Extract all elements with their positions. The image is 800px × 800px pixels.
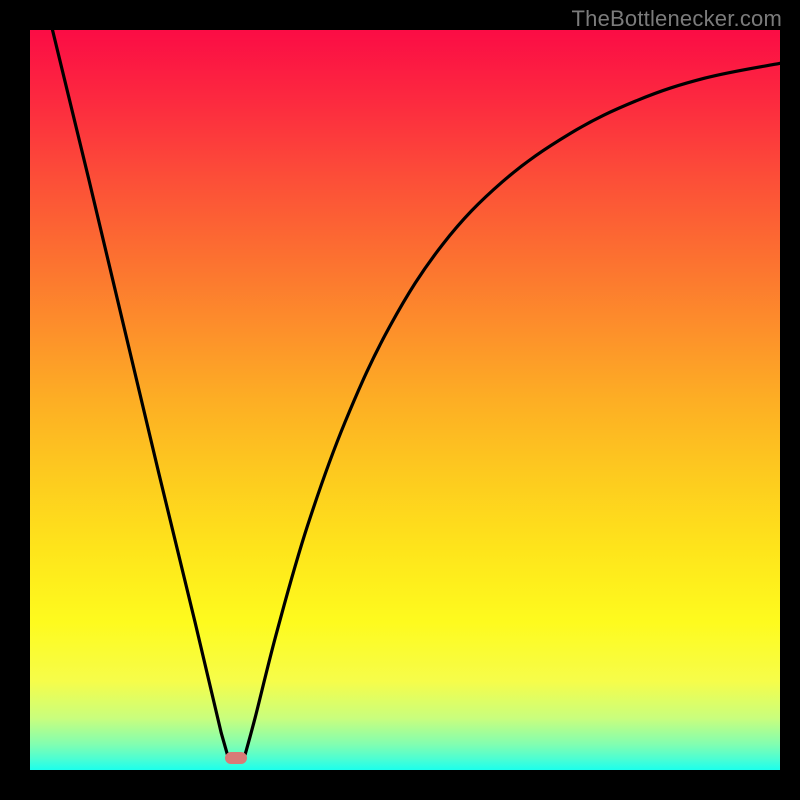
curve-left-branch [53,30,229,757]
watermark-text: TheBottlenecker.com [572,6,782,32]
minimum-marker [225,752,247,764]
curve-right-branch [245,63,781,756]
bottleneck-curve [30,30,780,770]
